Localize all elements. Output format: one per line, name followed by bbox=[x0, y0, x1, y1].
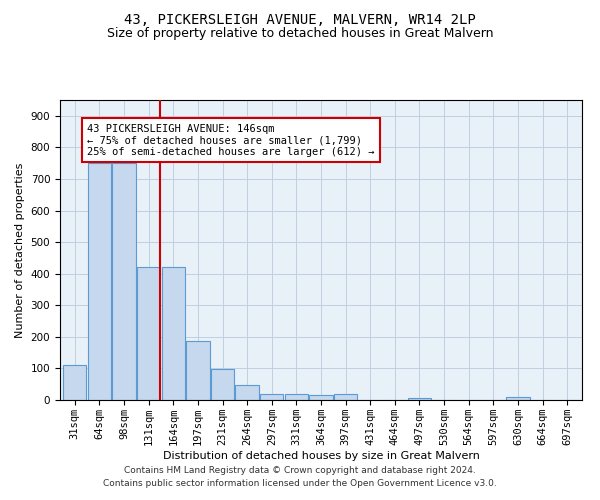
Bar bbox=[137, 268, 160, 400]
Bar bbox=[186, 341, 209, 400]
Bar bbox=[112, 163, 136, 400]
Bar bbox=[161, 268, 185, 400]
Bar bbox=[334, 394, 358, 400]
Bar bbox=[310, 396, 332, 400]
Bar bbox=[235, 385, 259, 400]
X-axis label: Distribution of detached houses by size in Great Malvern: Distribution of detached houses by size … bbox=[163, 450, 479, 460]
Bar bbox=[284, 394, 308, 400]
Text: Contains HM Land Registry data © Crown copyright and database right 2024.
Contai: Contains HM Land Registry data © Crown c… bbox=[103, 466, 497, 487]
Bar bbox=[506, 398, 530, 400]
Bar bbox=[211, 369, 234, 400]
Y-axis label: Number of detached properties: Number of detached properties bbox=[15, 162, 25, 338]
Text: 43, PICKERSLEIGH AVENUE, MALVERN, WR14 2LP: 43, PICKERSLEIGH AVENUE, MALVERN, WR14 2… bbox=[124, 12, 476, 26]
Text: Size of property relative to detached houses in Great Malvern: Size of property relative to detached ho… bbox=[107, 28, 493, 40]
Bar bbox=[88, 163, 111, 400]
Bar bbox=[408, 398, 431, 400]
Bar bbox=[63, 364, 86, 400]
Bar bbox=[260, 394, 283, 400]
Text: 43 PICKERSLEIGH AVENUE: 146sqm
← 75% of detached houses are smaller (1,799)
25% : 43 PICKERSLEIGH AVENUE: 146sqm ← 75% of … bbox=[87, 124, 374, 157]
